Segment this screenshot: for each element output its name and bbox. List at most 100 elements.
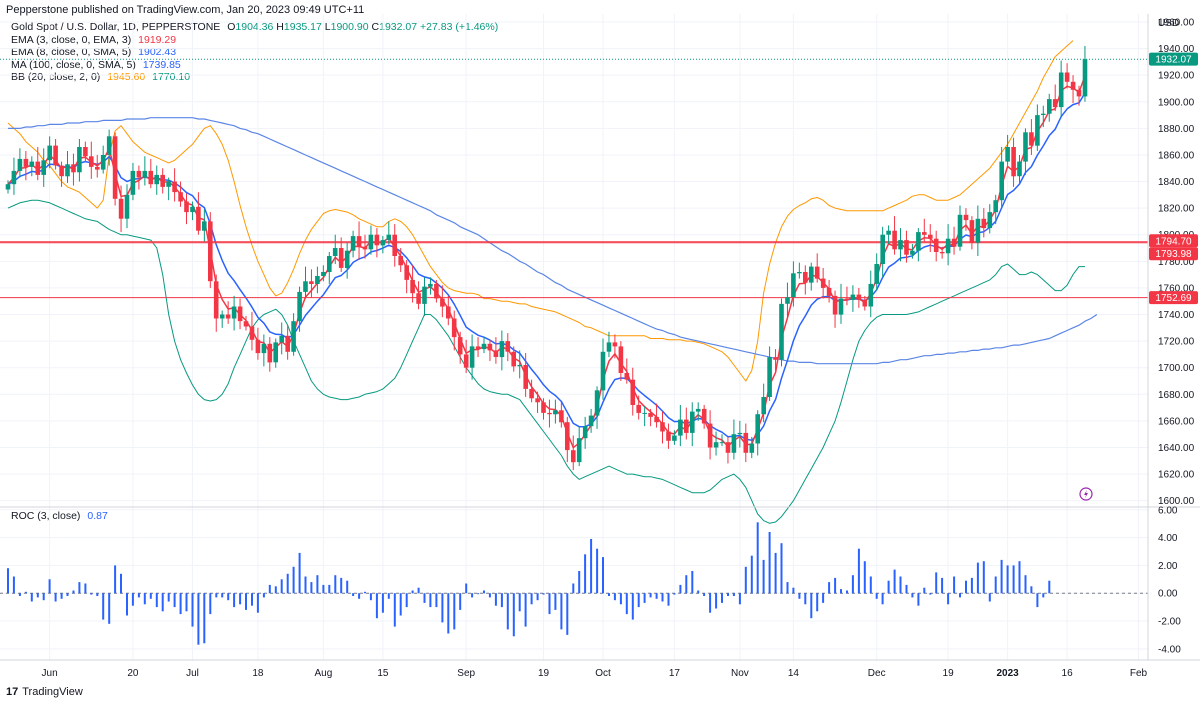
lightning-bolt-icon — [1084, 490, 1088, 498]
candle-down — [654, 416, 659, 423]
candle-down — [208, 221, 213, 282]
roc-bar — [84, 583, 87, 594]
roc-bar — [155, 593, 158, 608]
candle-down — [83, 147, 88, 157]
roc-bar — [173, 593, 176, 608]
roc-bar — [524, 593, 527, 627]
price-tick-label: 1620.00 — [1158, 470, 1195, 481]
candle-down — [856, 294, 862, 300]
roc-bar — [346, 580, 349, 594]
roc-bar — [54, 593, 57, 602]
candle-down — [362, 246, 368, 250]
roc-bar — [411, 590, 414, 594]
candle-up — [303, 281, 308, 292]
roc-bar — [66, 593, 69, 596]
roc-bar — [364, 591, 366, 594]
time-tick-label: 14 — [788, 668, 800, 679]
candle-up — [422, 286, 427, 304]
candle-up — [154, 174, 159, 185]
time-tick-label: 19 — [538, 668, 550, 679]
candle-up — [291, 321, 296, 352]
candle-up — [1047, 99, 1052, 114]
candle-down — [541, 402, 546, 413]
roc-bar — [619, 593, 622, 605]
candle-up — [517, 365, 522, 367]
roc-bar — [554, 593, 557, 610]
roc-bar — [316, 575, 319, 594]
price-tick-label: 1660.00 — [1158, 416, 1195, 427]
legend-ma100[interactable]: MA (100, close, 0, SMA, 5) 1739.85 — [11, 59, 498, 72]
legend-ma100-value: 1739.85 — [142, 58, 181, 71]
roc-bar — [292, 566, 295, 594]
roc-bar — [935, 572, 938, 594]
roc-bar — [893, 569, 896, 594]
candle-down — [1011, 147, 1016, 177]
price-tick-label: 1740.00 — [1158, 310, 1195, 321]
candle-down — [559, 410, 564, 423]
time-tick-label: Sep — [457, 668, 475, 679]
roc-bar — [863, 561, 866, 594]
roc-bar — [340, 577, 343, 594]
price-tick-label: 1780.00 — [1158, 257, 1195, 268]
roc-bar — [691, 571, 694, 594]
candle-up — [749, 443, 755, 453]
footer-brand: TradingView — [22, 686, 83, 698]
candle-up — [999, 161, 1004, 201]
candle-down — [416, 293, 421, 304]
candle-up — [672, 435, 677, 441]
candle-up — [368, 234, 374, 250]
roc-bar — [48, 579, 51, 594]
candle-down — [213, 281, 219, 319]
time-tick-label: Nov — [731, 668, 749, 679]
roc-bar — [7, 568, 9, 594]
legend-ema3[interactable]: EMA (3, close, 0, EMA, 3) 1919.29 — [11, 34, 498, 47]
candle-up — [809, 266, 814, 283]
footer[interactable]: 17 TradingView — [6, 686, 83, 698]
candle-down — [565, 422, 570, 451]
roc-bar — [947, 593, 950, 605]
roc-bar — [381, 593, 384, 613]
roc-bar — [828, 582, 831, 594]
roc-bar — [988, 593, 991, 602]
candle-up — [737, 432, 743, 435]
time-tick-label: 2023 — [996, 668, 1019, 679]
candle-down — [196, 206, 201, 231]
roc-bar — [596, 548, 599, 594]
axes: USD 1600.00 1620.00 1640.00 1660.00 1680.00 17… — [0, 14, 1200, 679]
roc-bar — [661, 593, 664, 602]
grid — [0, 14, 1148, 660]
symbol-ohlc-row[interactable]: Gold Spot / U.S. Dollar, 1D, PEPPERSTONE… — [11, 21, 498, 34]
candle-down — [660, 422, 665, 432]
legend-ema8-label: EMA (8, close, 0, SMA, 5) — [11, 46, 132, 59]
roc-bar — [215, 593, 218, 598]
roc-bar — [649, 593, 652, 598]
roc-bar — [429, 593, 432, 608]
candle-up — [29, 161, 35, 167]
roc-bar — [322, 584, 325, 594]
time-tick-label: Aug — [315, 668, 333, 679]
price-tick-label: 1920.00 — [1158, 71, 1195, 82]
time-tick-label: Oct — [595, 668, 611, 679]
legend-bb[interactable]: BB (20, close, 2, 0) 1945.60 1770.10 — [11, 71, 498, 84]
roc-bar — [840, 589, 842, 594]
candle-up — [731, 434, 737, 453]
candle-up — [576, 438, 582, 463]
legend-ema8[interactable]: EMA (8, close, 0, SMA, 5) 1902.43 — [11, 46, 498, 59]
candle-down — [225, 314, 231, 319]
roc-tick-label: 6.00 — [1158, 505, 1178, 516]
candle-down — [844, 298, 850, 300]
roc-bar — [304, 576, 307, 594]
roc-bar — [857, 548, 860, 594]
price-tick-label: 1680.00 — [1158, 390, 1195, 401]
roc-legend[interactable]: ROC (3, close) 0.87 — [11, 510, 108, 522]
candle-down — [243, 321, 249, 327]
roc-bar — [655, 593, 658, 599]
roc-bar — [149, 593, 152, 599]
roc-bar — [441, 593, 444, 623]
candle-down — [928, 234, 933, 239]
candle-up — [785, 297, 790, 304]
candle-down — [493, 350, 499, 357]
roc-bar — [12, 576, 15, 594]
candle-down — [309, 281, 314, 284]
